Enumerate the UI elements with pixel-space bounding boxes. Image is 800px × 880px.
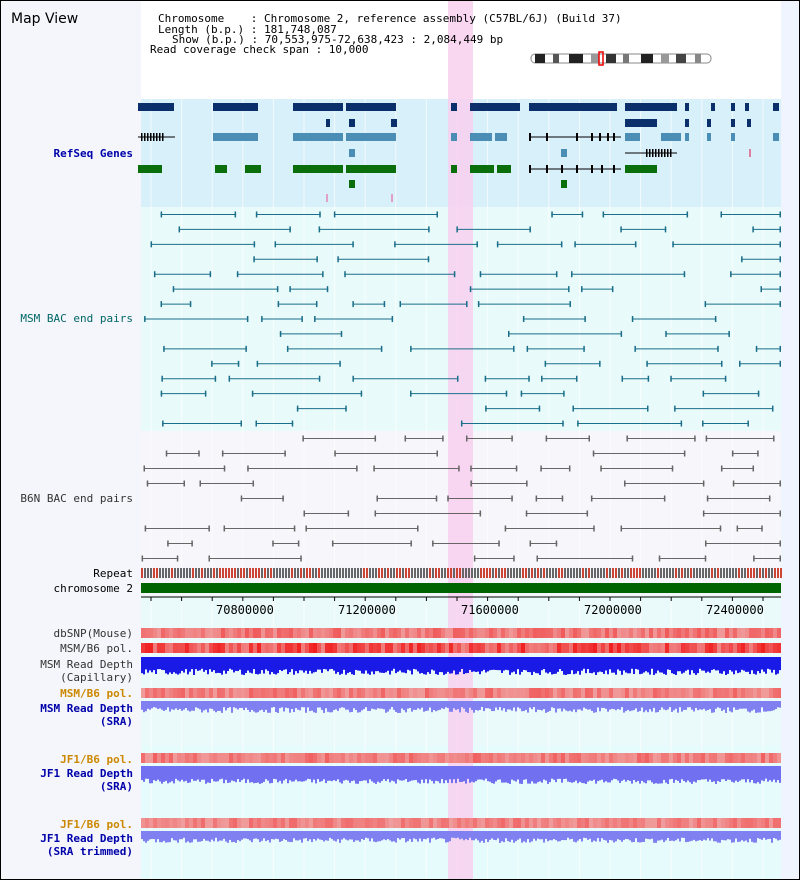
track-label-jf1-depth-trimmed-sub: (SRA trimmed) — [46, 845, 133, 858]
track-label-msm-bac[interactable]: MSM BAC end pairs — [20, 312, 133, 325]
track-label-jf1-depth-sra: JF1 Read Depth — [40, 767, 133, 780]
track-label-chromosome: chromosome 2 — [53, 582, 133, 595]
track-label-b6n-bac[interactable]: B6N BAC end pairs — [20, 492, 133, 505]
track-label-repeat: Repeat — [93, 567, 133, 580]
axis-tick-label: 71600000 — [461, 603, 519, 617]
axis-tick-label: 71200000 — [338, 603, 396, 617]
track-label-jf1-depth-sra-sub: (SRA) — [99, 780, 133, 793]
length-info: Length (b.p.) : 181,748,087 — [158, 23, 337, 36]
track-label-jf1-depth-trimmed: JF1 Read Depth — [40, 832, 133, 845]
track-label-jf1-b6-pol-1: JF1/B6 pol. — [60, 753, 133, 766]
axis-tick-label: 72400000 — [706, 603, 764, 617]
track-label-msm-b6-pol-1: MSM/B6 pol. — [60, 642, 133, 655]
track-label-msm-depth-capillary-sub: (Capillary) — [60, 671, 133, 684]
track-label-msm-b6-pol-2: MSM/B6 pol. — [60, 687, 133, 700]
track-label-msm-depth-sra: MSM Read Depth — [40, 702, 133, 715]
track-label-refseq[interactable]: RefSeq Genes — [53, 147, 133, 160]
chromosome-info: Chromosome : Chromosome 2, reference ass… — [158, 12, 622, 25]
show-range-info: Show (b.p.) : 70,553,975-72,638,423 : 2,… — [172, 33, 504, 46]
track-label-msm-depth-capillary: MSM Read Depth — [40, 658, 133, 671]
axis-tick-label: 70800000 — [216, 603, 274, 617]
page-title: Map View — [11, 11, 79, 27]
track-label-jf1-b6-pol-2: JF1/B6 pol. — [60, 818, 133, 831]
track-label-dbsnp: dbSNP(Mouse) — [53, 627, 133, 640]
coverage-span-info: Read coverage check span : 10,000 — [150, 43, 369, 56]
track-label-msm-depth-sra-sub: (SRA) — [99, 715, 133, 728]
axis-tick-label: 72000000 — [584, 603, 642, 617]
